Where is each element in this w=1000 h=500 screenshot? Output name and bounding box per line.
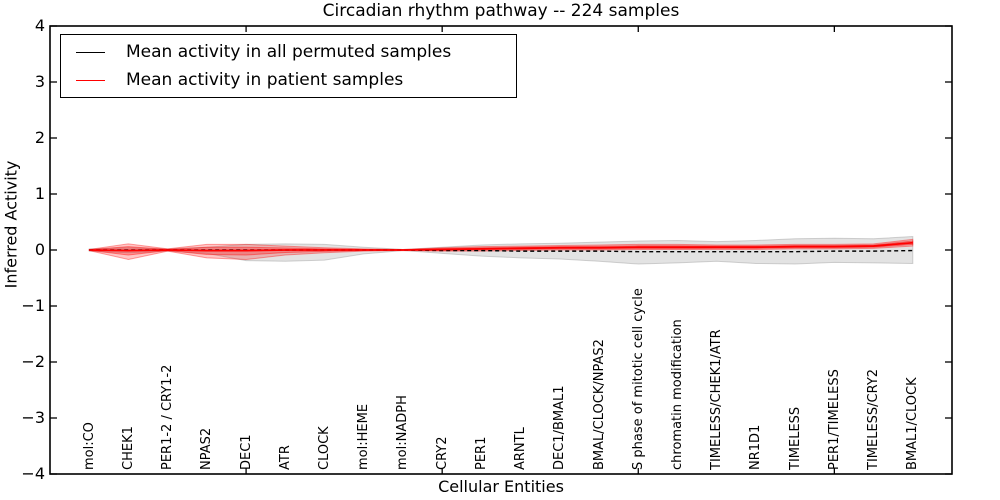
x-category-label: TIMELESS/CHEK1/ATR xyxy=(709,329,725,470)
y-axis-label: Inferred Activity xyxy=(1,160,20,288)
y-tick-label: −2 xyxy=(21,352,45,371)
x-category-label: DEC1/BMAL1 xyxy=(552,385,568,471)
x-category-label: chromatin modification xyxy=(669,319,685,470)
x-category-label: S phase of mitotic cell cycle xyxy=(630,288,646,470)
band-permuted-samples-range xyxy=(88,236,914,265)
x-category-label: PER1-2 / CRY1-2 xyxy=(160,364,176,470)
x-category-label: CLOCK xyxy=(317,426,333,470)
y-axis-label-wrap: Inferred Activity xyxy=(0,124,21,324)
y-tick-label: −1 xyxy=(21,296,45,315)
line-permuted-mean xyxy=(89,249,913,253)
x-category-label: CHEK1 xyxy=(120,426,136,470)
y-tick-label: −3 xyxy=(21,408,45,427)
x-category-label: TIMELESS xyxy=(787,406,803,470)
x-category-label: PER1/TIMELESS xyxy=(826,369,842,470)
x-category-label: NR1D1 xyxy=(748,424,764,470)
x-category-label: ATR xyxy=(277,445,293,470)
x-category-label: BMAL/CLOCK/NPAS2 xyxy=(591,339,607,470)
y-tick-label: 3 xyxy=(34,72,45,91)
x-category-label: BMAL1/CLOCK xyxy=(905,377,921,470)
y-tick-label: −4 xyxy=(21,464,45,483)
legend-entry: Mean activity in patient samples xyxy=(61,70,516,90)
y-tick-label: 1 xyxy=(34,184,45,203)
x-category-label: DEC1 xyxy=(238,434,254,470)
x-category-label: mol:CO xyxy=(81,422,97,470)
y-tick-label: 4 xyxy=(34,16,45,35)
x-category-label: mol:NADPH xyxy=(395,395,411,470)
x-category-label: PER1 xyxy=(473,436,489,470)
x-category-label: NPAS2 xyxy=(199,427,215,470)
line-patient-mean xyxy=(89,241,913,252)
legend-label-permuted: Mean activity in all permuted samples xyxy=(126,42,452,62)
chart-title: Circadian rhythm pathway -- 224 samples xyxy=(322,1,680,21)
x-category-label: CRY2 xyxy=(434,436,450,471)
legend-label-patient: Mean activity in patient samples xyxy=(126,70,404,90)
legend: Mean activity in all permuted samples Me… xyxy=(60,34,517,98)
legend-line-patient-icon xyxy=(76,79,105,81)
y-tick-label: 2 xyxy=(34,128,45,147)
legend-entry: Mean activity in all permuted samples xyxy=(61,42,516,62)
x-category-label: mol:HEME xyxy=(356,403,372,470)
y-tick-label: 0 xyxy=(34,240,45,259)
x-category-label: TIMELESS/CRY2 xyxy=(866,368,882,470)
x-axis-label: Cellular Entities xyxy=(438,477,564,496)
x-category-label: ARNTL xyxy=(513,427,529,470)
legend-line-permuted-icon xyxy=(76,51,105,53)
